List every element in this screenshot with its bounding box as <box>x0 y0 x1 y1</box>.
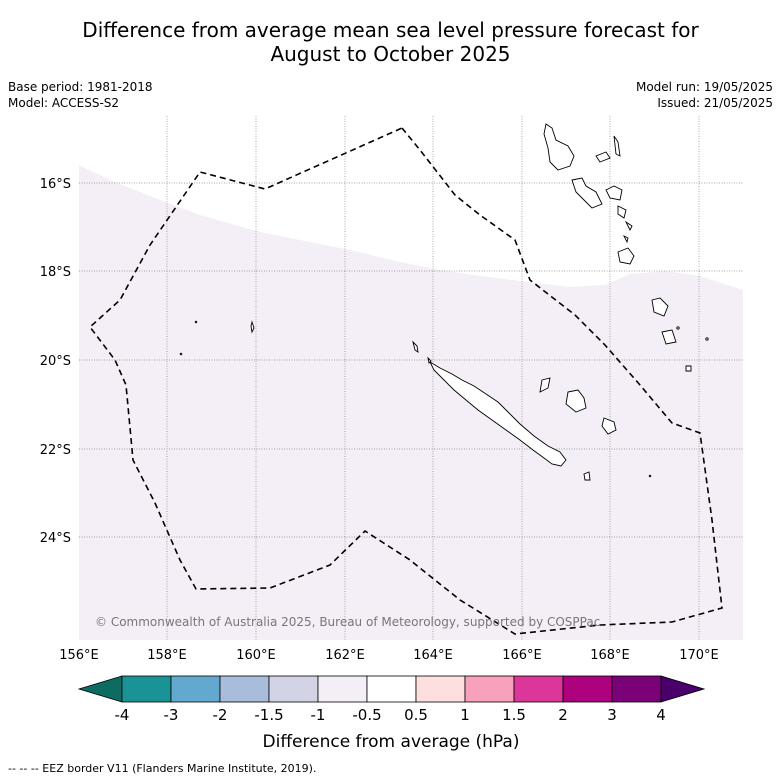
lat-label: 20°S <box>40 354 71 369</box>
copyright-text: © Commonwealth of Australia 2025, Bureau… <box>95 615 600 629</box>
colorbar-segment <box>268 675 319 703</box>
colorbar-tick-label: 4 <box>656 706 666 724</box>
colorbar-tick-label: -1.5 <box>254 706 283 724</box>
base-period: Base period: 1981-2018 <box>8 80 153 94</box>
colorbar-segment <box>170 675 221 703</box>
map-title: Difference from average mean sea level p… <box>0 18 781 66</box>
colorbar-segment <box>562 675 613 703</box>
model-name: Model: ACCESS-S2 <box>8 96 120 110</box>
colorbar-segment <box>317 675 368 703</box>
meta-right: Model run: 19/05/2025 Issued: 21/05/2025 <box>636 79 773 111</box>
colorbar-tick-label: 3 <box>607 706 617 724</box>
colorbar-tick-label: 1.5 <box>502 706 526 724</box>
latitude-labels: 16°S 18°S 20°S 22°S 24°S <box>40 177 71 546</box>
meta-left: Base period: 1981-2018 Model: ACCESS-S2 <box>8 79 153 111</box>
lon-label: 164°E <box>413 648 453 663</box>
issued-date: Issued: 21/05/2025 <box>657 96 773 110</box>
colorbar-tick-label: 1 <box>460 706 470 724</box>
lon-label: 160°E <box>236 648 276 663</box>
colorbar-segment <box>366 675 417 703</box>
colorbar-segment <box>121 675 172 703</box>
lon-label: 158°E <box>147 648 187 663</box>
colorbar-tick-label: 0.5 <box>404 706 428 724</box>
lat-label: 18°S <box>40 265 71 280</box>
eez-footnote: -- -- -- EEZ border V11 (Flanders Marine… <box>8 762 317 775</box>
new-caledonia-grande-terre <box>428 360 567 467</box>
colorbar-extend-low <box>77 675 123 703</box>
graticule <box>79 116 743 640</box>
colorbar-tick-label: -4 <box>115 706 130 724</box>
coastlines <box>179 123 709 481</box>
colorbar-tick-label: 2 <box>558 706 568 724</box>
longitude-labels: 156°E 158°E 160°E 162°E 164°E 166°E 168°… <box>59 648 719 663</box>
lat-label: 22°S <box>40 443 71 458</box>
anomaly-shaded-region <box>79 165 743 640</box>
colorbar-segment <box>415 675 466 703</box>
loyalty-islands <box>539 377 551 393</box>
lon-label: 170°E <box>679 648 719 663</box>
model-run: Model run: 19/05/2025 <box>635 80 773 94</box>
colorbar-extend-high <box>660 675 706 703</box>
title-line-1: Difference from average mean sea level p… <box>82 18 699 42</box>
title-line-2: August to October 2025 <box>270 42 511 66</box>
lat-label: 16°S <box>40 177 71 192</box>
colorbar: -4 -3 -2 -1.5 -1 -0.5 0.5 1 1.5 2 3 4 <box>77 675 706 724</box>
colorbar-label: Difference from average (hPa) <box>263 732 520 752</box>
lon-label: 156°E <box>59 648 99 663</box>
lon-label: 166°E <box>502 648 542 663</box>
colorbar-segment <box>611 675 662 703</box>
colorbar-tick-label: -1 <box>311 706 326 724</box>
vanuatu-islands <box>543 123 575 171</box>
colorbar-segment <box>464 675 515 703</box>
colorbar-tick-label: -0.5 <box>352 706 381 724</box>
colorbar-tick-label: -2 <box>213 706 228 724</box>
eez-boundary <box>88 127 723 635</box>
colorbar-tick-label: -3 <box>164 706 179 724</box>
colorbar-segment <box>219 675 270 703</box>
lon-label: 168°E <box>590 648 630 663</box>
lon-label: 162°E <box>325 648 365 663</box>
lat-label: 24°S <box>40 531 71 546</box>
colorbar-segment <box>513 675 564 703</box>
